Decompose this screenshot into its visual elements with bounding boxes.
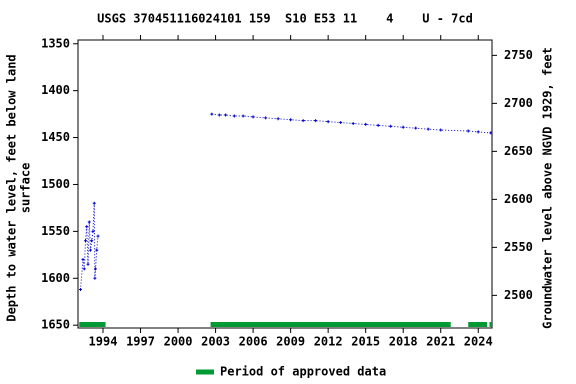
y-tick-label: 1650 [41,318,70,332]
y2-axis-label: Groundwater level above NGVD 1929, feet [541,47,555,329]
data-point [466,129,470,133]
data-point [264,116,268,120]
y-tick-label: 1400 [41,83,70,97]
data-point [89,248,93,252]
x-tick-label: 1994 [89,335,118,349]
data-point [210,112,214,116]
data-point [339,121,343,125]
approved-period [489,322,492,327]
data-point [94,267,98,271]
y-tick-label: 1600 [41,271,70,285]
data-point [93,276,97,280]
y2-tick-label: 2600 [504,192,533,206]
y-tick-label: 1350 [41,36,70,50]
approved-period [210,322,451,327]
data-point [95,248,99,252]
x-tick-label: 2015 [351,335,380,349]
chart-title: USGS 370451116024101 159 S10 E53 11 4 U … [97,12,473,26]
x-tick-label: 2024 [464,335,493,349]
data-point [289,118,293,122]
x-tick-label: 2012 [314,335,343,349]
data-line [80,113,491,290]
data-point [82,267,86,271]
approved-period [79,322,106,327]
plot-frame [77,39,493,329]
x-tick-label: 1997 [126,335,155,349]
y2-tick-label: 2700 [504,96,533,110]
data-point [351,121,355,125]
data-point [376,123,380,127]
data-point [414,126,418,130]
y2-tick-label: 2550 [504,240,533,254]
y2-tick-label: 2500 [504,288,533,302]
data-point [251,115,255,119]
data-point [81,258,85,262]
data-point [92,201,96,205]
y-axis-label: Depth to water level, feet below land [5,54,19,321]
legend-label: Period of approved data [220,365,386,379]
x-tick-label: 2003 [201,335,230,349]
data-point [364,122,368,126]
data-point [326,120,330,124]
data-point [301,119,305,123]
x-tick-label: 2006 [239,335,268,349]
data-point [79,288,83,292]
y-tick-label: 1450 [41,130,70,144]
data-point [224,113,228,117]
approved-period [468,322,487,327]
data-point [84,239,88,243]
data-point [232,114,236,118]
data-point [90,239,94,243]
data-point [86,262,90,266]
data-point [276,117,280,121]
data-point [426,127,430,131]
x-tick-label: 2009 [276,335,305,349]
data-point [85,225,89,229]
data-point [241,114,245,118]
y-tick-label: 1500 [41,177,70,191]
data-point [401,125,405,129]
y-tick-label: 1550 [41,224,70,238]
data-point [389,124,393,128]
y2-tick-label: 2750 [504,48,533,62]
y-axis-label: surface [19,163,33,214]
data-point [96,234,100,238]
x-tick-label: 2021 [426,335,455,349]
x-tick-label: 2018 [389,335,418,349]
data-point [476,130,480,134]
x-tick-label: 2000 [164,335,193,349]
data-point [87,220,91,224]
data-point [489,131,493,135]
data-point [91,229,95,233]
y2-tick-label: 2650 [504,144,533,158]
data-point [217,113,221,117]
data-point [439,128,443,132]
data-point [314,119,318,123]
